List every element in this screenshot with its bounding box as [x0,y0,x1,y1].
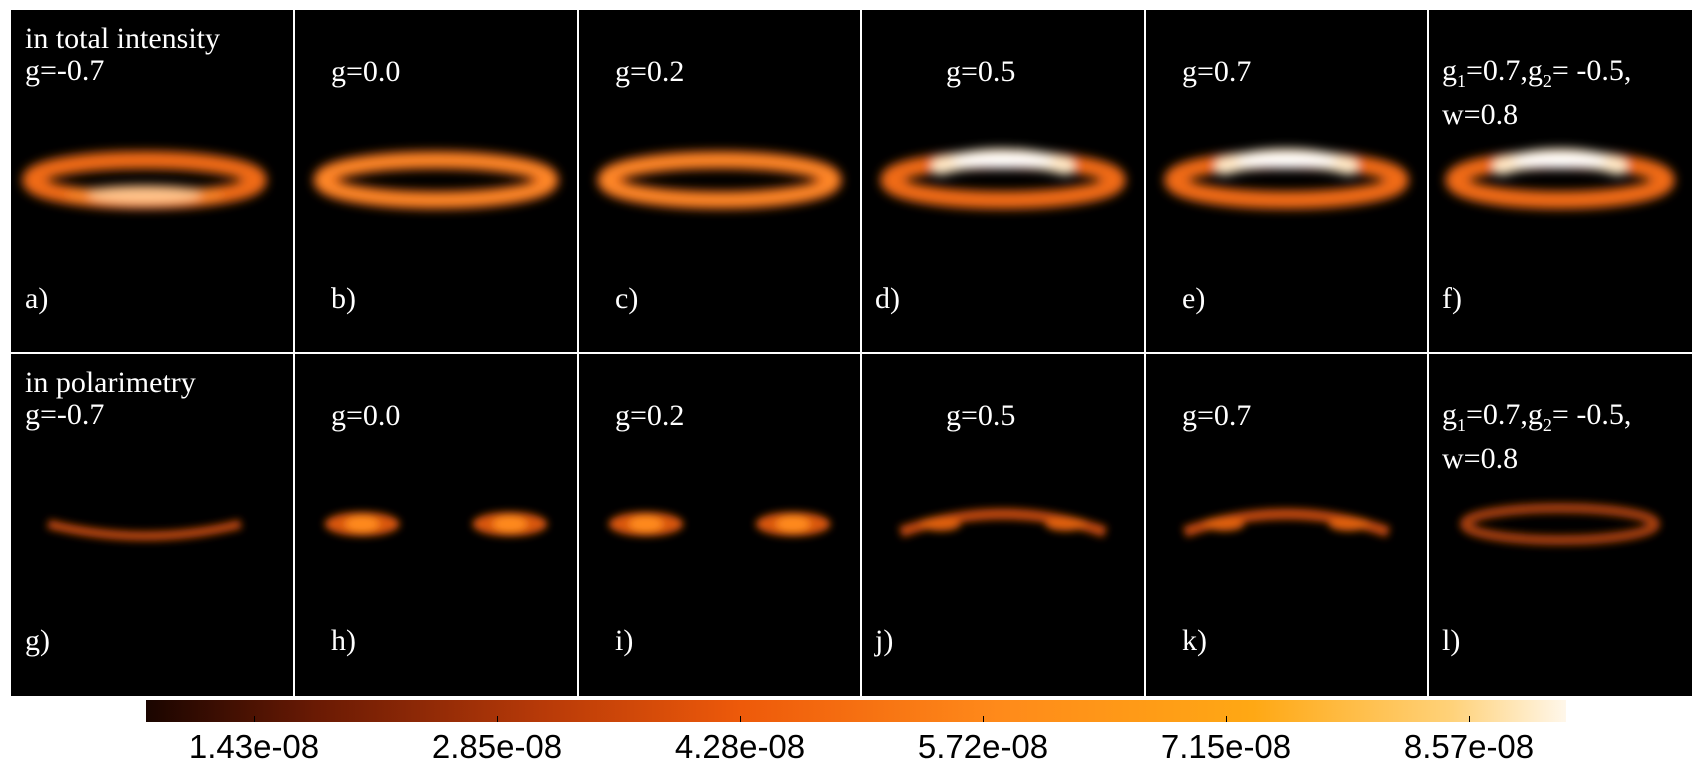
panel-b: g=0.0 b) [294,10,578,354]
disk-image [608,512,831,536]
lobes [1459,503,1661,545]
panel-letter: k) [1182,624,1207,657]
panel-a: in total intensity g=-0.7 a) [11,10,294,354]
ring [1445,148,1675,209]
g-label: g=0.5 [946,399,1016,432]
disk-image [313,151,559,209]
panel-f: g1=0.7,g2= -0.5, w=0.8 f) [1428,10,1692,354]
panel-d: g=0.5 d) [861,10,1145,354]
disk-image [1164,148,1409,209]
ring [313,151,559,209]
g-label: g=0.5 [946,55,1016,88]
g-label: g=0.7 [1182,399,1252,432]
colorbar [146,700,1566,722]
panel-j: g=0.5 j) [861,354,1145,696]
lobes [1182,508,1391,538]
g-label: g1=0.7,g2= -0.5, w=0.8 [1442,398,1632,475]
panel-letter: d) [875,282,900,315]
lobes [898,508,1108,538]
g-label: g=0.2 [615,399,685,432]
disk-image [880,148,1126,209]
disk-image [898,508,1108,538]
colorbar-tick-label: 7.15e-08 [1160,728,1292,765]
row-title: in total intensity [25,22,220,55]
panel-letter: b) [331,282,356,315]
disk-image [597,151,842,209]
panel-letter: l) [1442,624,1461,657]
panel-letter: c) [615,282,639,315]
disk-image [1445,148,1675,209]
panel-letter: g) [25,624,50,657]
panel-c: g=0.2 c) [578,10,861,354]
g-label: g=-0.7 [25,398,105,431]
colorbar-tick-label: 4.28e-08 [674,728,806,765]
colorbar-tick [254,716,255,722]
disk-image [1459,503,1661,545]
lobes [47,519,242,541]
g-label: g1=0.7,g2= -0.5, w=0.8 [1442,54,1632,131]
lobes [608,512,831,536]
panel-h: g=0.0 h) [294,354,578,696]
disk-image [324,512,548,536]
disk-image [1182,508,1391,538]
disk-image [22,151,267,209]
panel-i: g=0.2 i) [578,354,861,696]
colorbar-tick-label: 1.43e-08 [188,728,320,765]
panel-l: g1=0.7,g2= -0.5, w=0.8 l) [1428,354,1692,696]
panel-letter: f) [1442,282,1462,315]
panel-e: g=0.7 e) [1145,10,1428,354]
g-label: g=-0.7 [25,54,105,87]
panel-k: g=0.7 k) [1145,354,1428,696]
panel-g: in polarimetry g=-0.7 g) [11,354,294,696]
row-title: in polarimetry [25,366,196,399]
lobes [324,512,548,536]
colorbar-tick [1469,716,1470,722]
panel-letter: e) [1182,282,1206,315]
colorbar-tick [497,716,498,722]
panel-letter: a) [25,282,49,315]
colorbar-tick-label: 2.85e-08 [431,728,563,765]
colorbar-tick [740,716,741,722]
g-label: g=0.0 [331,399,401,432]
ring [22,151,267,209]
ring [1164,148,1409,209]
ring [880,148,1126,209]
ring [597,151,842,209]
row-separator [11,352,1692,354]
colorbar-tick [1226,716,1227,722]
panel-letter: j) [875,624,894,657]
colorbar-tick-label: 8.57e-08 [1403,728,1535,765]
colorbar-tick [983,716,984,722]
disk-image [47,519,242,541]
panel-letter: h) [331,624,356,657]
panel-letter: i) [615,624,634,657]
colorbar-tick-label: 5.72e-08 [917,728,1049,765]
g-label: g=0.0 [331,55,401,88]
g-label: g=0.2 [615,55,685,88]
g-label: g=0.7 [1182,55,1252,88]
